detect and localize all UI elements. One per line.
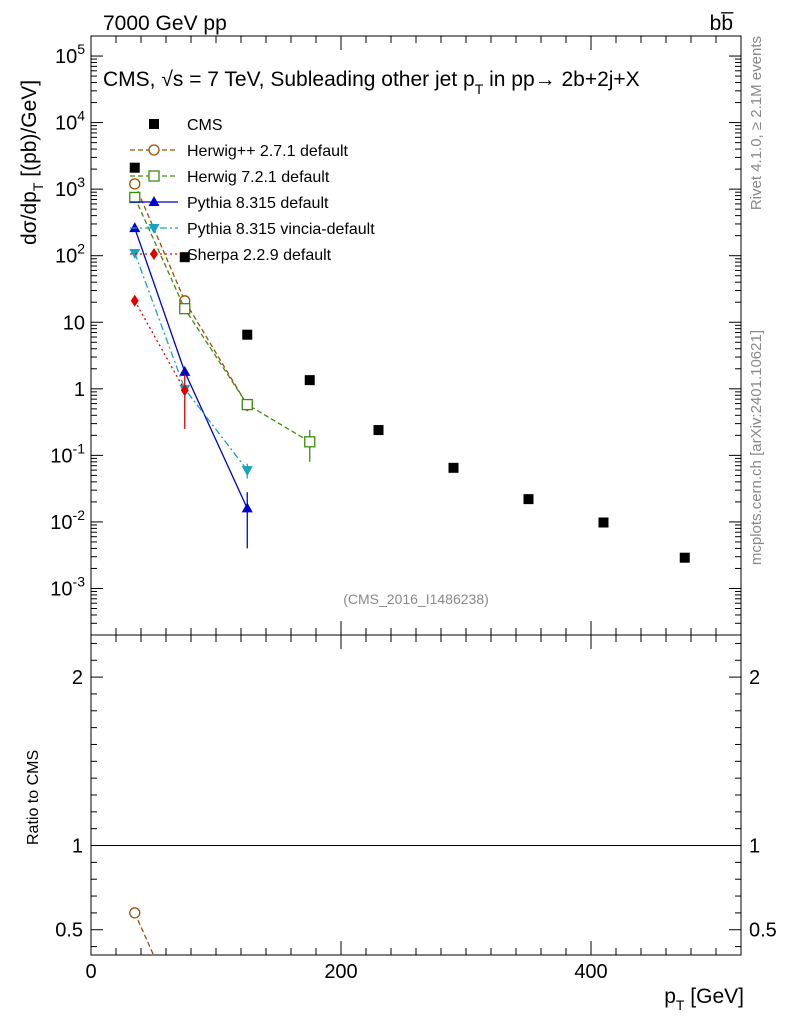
x-axis-ticks: 0 200 400 <box>85 36 742 983</box>
legend-label: Pythia 8.315 default <box>187 195 329 212</box>
series-herwig-2-7-1-default <box>129 178 253 411</box>
ratio-tick-label-left: 2 <box>72 667 83 689</box>
legend-marker <box>149 119 159 129</box>
y-tick-label: 10-3 <box>50 573 85 600</box>
data-point <box>130 294 139 307</box>
series-line <box>134 252 248 471</box>
ratio-panel-frame <box>90 634 742 956</box>
legend-label: Pythia 8.315 vincia-default <box>187 221 375 238</box>
ratio-herwig-2-7-1-default <box>129 907 155 955</box>
legend-item: Pythia 8.315 default <box>130 195 329 212</box>
data-point <box>242 329 253 340</box>
data-point <box>129 222 141 233</box>
data-point <box>180 384 189 397</box>
data-point <box>373 425 384 436</box>
mcplots-reference-label: mcplots.cern.ch [arXiv:2401.10621] <box>748 330 765 565</box>
data-point <box>523 494 534 505</box>
ratio-tick-label-left: 0.5 <box>55 920 83 942</box>
y-tick-label: 1 <box>74 379 85 401</box>
data-point <box>448 462 459 473</box>
data-point <box>241 502 253 513</box>
data-point <box>241 466 253 477</box>
main-panel-series <box>129 162 690 563</box>
legend: CMS Herwig++ 2.7.1 default Herwig 7.2.1 de… <box>130 117 375 264</box>
y-tick-label: 104 <box>55 108 85 135</box>
legend-label: CMS <box>187 117 223 134</box>
data-point <box>129 178 141 190</box>
series-line <box>134 183 248 406</box>
legend-marker <box>148 170 160 182</box>
series-cms <box>129 162 690 563</box>
main-y-axis-label: dσ/dpT [(pb)/GeV] <box>18 80 46 245</box>
ratio-tick-label-right: 2 <box>749 667 760 689</box>
ratio-panel-series <box>129 907 155 955</box>
legend-item: CMS <box>149 117 223 134</box>
x-tick-label: 0 <box>85 961 96 983</box>
legend-item: Pythia 8.315 vincia-default <box>130 221 375 238</box>
y-tick-label: 10-2 <box>50 507 85 534</box>
legend-item: Herwig++ 2.7.1 default <box>130 143 349 160</box>
series-line <box>134 227 248 509</box>
series-pythia-8-315-vincia-default <box>129 248 253 479</box>
x-axis-label: pT [GeV] <box>664 985 744 1013</box>
data-point <box>304 436 316 448</box>
main-y-axis-ticks: 10-3 10-2 10-1 1 10 102 103 104 105 <box>50 35 741 636</box>
x-tick-label: 200 <box>324 961 357 983</box>
y-tick-label: 103 <box>55 174 85 201</box>
data-point <box>679 552 690 563</box>
legend-item: Sherpa 2.2.9 default <box>130 247 332 264</box>
legend-marker <box>148 224 160 234</box>
legend-marker <box>150 248 158 260</box>
data-point <box>129 191 141 204</box>
ratio-tick-label-left: 1 <box>72 836 83 858</box>
series-sherpa-2-2-9-default <box>130 294 189 429</box>
legend-marker <box>148 144 160 156</box>
data-point <box>179 365 191 376</box>
y-tick-label: 10 <box>63 312 85 334</box>
ratio-point <box>129 907 141 919</box>
series-line <box>134 300 186 391</box>
rivet-version-label: Rivet 4.1.0, ≥ 2.1M events <box>748 36 765 210</box>
y-tick-label: 102 <box>55 241 85 268</box>
y-tick-label: 10-1 <box>50 440 85 467</box>
series-line <box>134 197 311 443</box>
series-pythia-8-315-default <box>129 222 253 549</box>
data-point <box>179 303 191 315</box>
process-label: bb̅ <box>710 12 735 35</box>
ratio-y-axis-ticks: 0.5 0.5 1 1 2 2 <box>55 642 777 948</box>
legend-label: Herwig 7.2.1 default <box>187 169 330 186</box>
x-tick-label: 400 <box>574 961 607 983</box>
series-herwig-7-2-1-default <box>129 191 316 462</box>
data-point <box>598 517 609 528</box>
ratio-y-axis-label: Ratio to CMS <box>25 750 42 845</box>
data-point <box>179 252 190 263</box>
energy-label: 7000 GeV pp <box>103 12 227 35</box>
ratio-tick-label-right: 0.5 <box>749 920 777 942</box>
data-point <box>241 398 253 411</box>
legend-label: Herwig++ 2.7.1 default <box>187 143 349 160</box>
legend-marker <box>148 196 160 206</box>
chart-title: CMS, √s = 7 TeV, Subleading other jet pT… <box>103 68 640 97</box>
data-point <box>304 375 315 386</box>
ratio-tick-label-right: 1 <box>749 836 760 858</box>
analysis-id: (CMS_2016_I1486238) <box>343 591 489 607</box>
legend-item: Herwig 7.2.1 default <box>130 169 330 186</box>
y-tick-label: 105 <box>55 41 85 68</box>
ratio-line <box>134 912 155 955</box>
data-point <box>129 248 141 259</box>
data-point <box>129 162 140 173</box>
legend-label: Sherpa 2.2.9 default <box>187 247 332 264</box>
